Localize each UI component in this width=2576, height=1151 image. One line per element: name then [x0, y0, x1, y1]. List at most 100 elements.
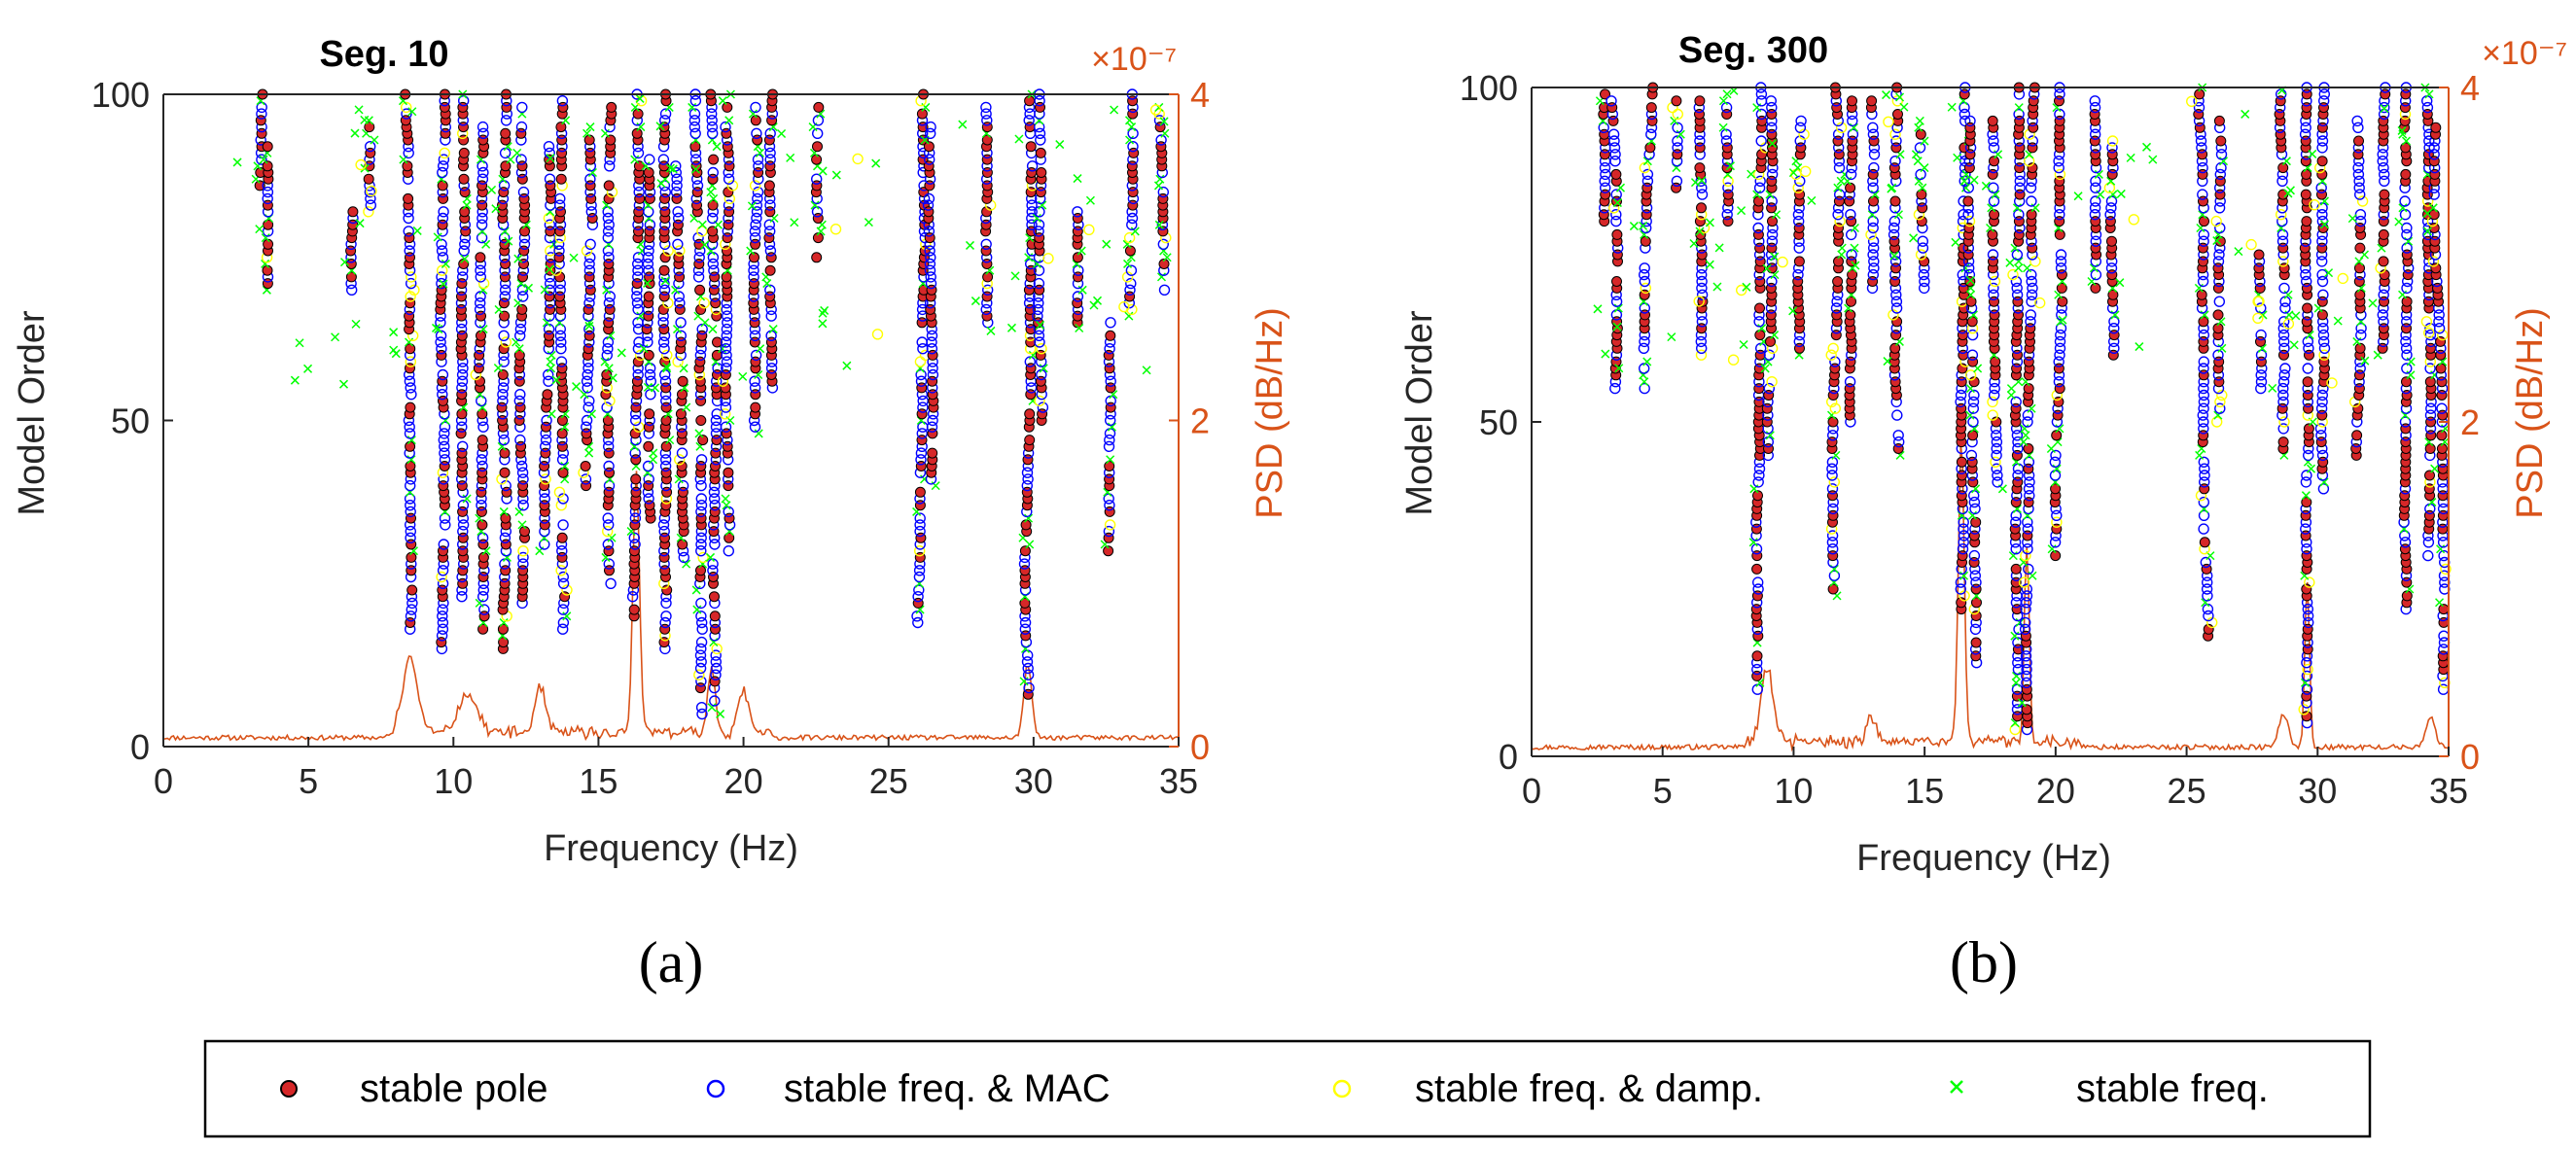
stable-freq-mac-point [1826, 530, 1839, 541]
stable-freq-mac-point [602, 231, 614, 244]
stable-freq-mac-point [630, 414, 642, 427]
stable-freq-point [694, 429, 704, 438]
stable-freq-mac-point [658, 277, 670, 290]
stable-freq-damp-point [581, 245, 593, 257]
stable-freq-mac-point [457, 363, 469, 374]
stable-freq-mac-point [1957, 215, 1969, 227]
stable-pole-point [403, 192, 414, 204]
stable-freq-mac-point [516, 460, 528, 472]
stable-pole-point [1833, 256, 1844, 267]
stable-freq-damp-point [697, 551, 709, 564]
stable-freq-mac-point [497, 389, 509, 401]
stable-freq-point [1055, 140, 1065, 150]
stable-freq-mac-point [1158, 284, 1171, 296]
stable-freq-mac-point [1967, 416, 1979, 428]
stable-freq-point [500, 227, 510, 236]
stable-freq-mac-point [457, 525, 469, 538]
stable-pole-point [1611, 276, 1622, 287]
stable-pole-point [1845, 309, 1856, 321]
stable-freq-point [261, 259, 270, 268]
stable-freq-mac-point [752, 186, 764, 198]
stable-freq-mac-point [603, 252, 615, 263]
stable-freq-mac-point [514, 330, 526, 341]
stable-freq-mac-point [675, 317, 687, 329]
stable-freq-damp-point [1827, 342, 1839, 354]
stable-freq-mac-point [514, 434, 526, 446]
stable-pole-point [2199, 537, 2210, 548]
stable-pole-point [763, 180, 775, 192]
stable-pole-point [1694, 216, 1706, 227]
stable-freq-mac-point [436, 630, 448, 642]
x-tick-label: 20 [2036, 771, 2075, 811]
stable-freq-mac-point [556, 545, 568, 557]
stable-freq-mac-point [605, 577, 617, 589]
stable-pole-point [2300, 189, 2311, 200]
stable-freq-mac-point [678, 551, 689, 564]
stable-freq-mac-point [913, 571, 926, 583]
stable-freq-point [1025, 540, 1035, 549]
stable-pole-point [542, 389, 553, 401]
stable-freq-point [339, 258, 350, 267]
stable-freq-mac-point [720, 121, 731, 133]
stable-freq-mac-point [706, 115, 718, 126]
stable-freq-mac-point [925, 252, 936, 263]
stable-freq-mac-point [1970, 576, 1982, 588]
stable-pole-point [2401, 296, 2413, 307]
stable-freq-point [1757, 324, 1767, 333]
stable-freq-mac-point [1157, 186, 1170, 198]
stable-freq-mac-point [1125, 264, 1138, 276]
x-tick-label: 20 [724, 761, 763, 801]
stable-freq-mac-point [437, 368, 449, 381]
stable-pole-point [2316, 168, 2328, 180]
stable-freq-mac-point [812, 127, 824, 140]
stable-freq-point [1748, 538, 1758, 547]
stable-freq-mac-point [2010, 396, 2022, 408]
stable-pole-point [1765, 335, 1776, 347]
stable-freq-mac-point [554, 284, 566, 296]
stable-freq-point [433, 232, 442, 242]
stable-freq-mac-point [1639, 262, 1650, 274]
stable-pole-point [1753, 195, 1764, 207]
stable-freq-point [1966, 290, 1976, 299]
stable-freq-mac-point [436, 238, 447, 251]
stable-freq-point [434, 325, 443, 334]
stable-freq-mac-point [1033, 226, 1044, 237]
x-tick-label: 5 [1653, 771, 1673, 811]
stable-pole-point [923, 141, 935, 153]
stable-freq-point [585, 122, 595, 132]
stable-freq-mac-point [1721, 208, 1733, 221]
stable-freq-mac-point [915, 447, 928, 459]
panel-caption: (b) [1950, 930, 2018, 994]
stable-freq-mac-point [709, 500, 721, 511]
stable-freq-point [1153, 181, 1164, 191]
stable-freq-damp-point [405, 291, 416, 302]
stable-freq-mac-point [1022, 473, 1034, 485]
stable-pole-point [605, 134, 617, 146]
stable-freq-damp-point [662, 245, 674, 257]
stable-freq-damp-point [477, 277, 490, 290]
chart-title: Seg. 300 [1678, 30, 1828, 71]
stable-freq-damp-point [1792, 182, 1804, 193]
stable-freq-mac-point [911, 610, 923, 622]
stable-freq-point [1122, 239, 1132, 249]
y2-tick-label: 2 [2460, 402, 2480, 442]
stable-pole-point [1645, 102, 1657, 114]
stable-pole-point [602, 415, 614, 426]
stable-pole-point [456, 408, 468, 420]
x-tick-label: 25 [869, 761, 908, 801]
stable-pole-point [1889, 342, 1901, 354]
stable-freq-mac-point [913, 565, 926, 576]
stable-freq-mac-point [693, 252, 705, 263]
stable-freq-mac-point [629, 512, 642, 524]
stable-pole-point [262, 160, 273, 172]
stable-freq-mac-point [2012, 663, 2025, 676]
stable-freq-mac-point [708, 486, 721, 498]
stable-freq-mac-point [723, 173, 735, 185]
stable-freq-mac-point [1157, 238, 1170, 251]
stable-freq-mac-point [1026, 206, 1038, 218]
stable-freq-mac-point [711, 662, 723, 675]
stable-freq-mac-point [1832, 208, 1844, 221]
stable-pole-point [677, 375, 688, 387]
stable-freq-point [747, 201, 757, 211]
